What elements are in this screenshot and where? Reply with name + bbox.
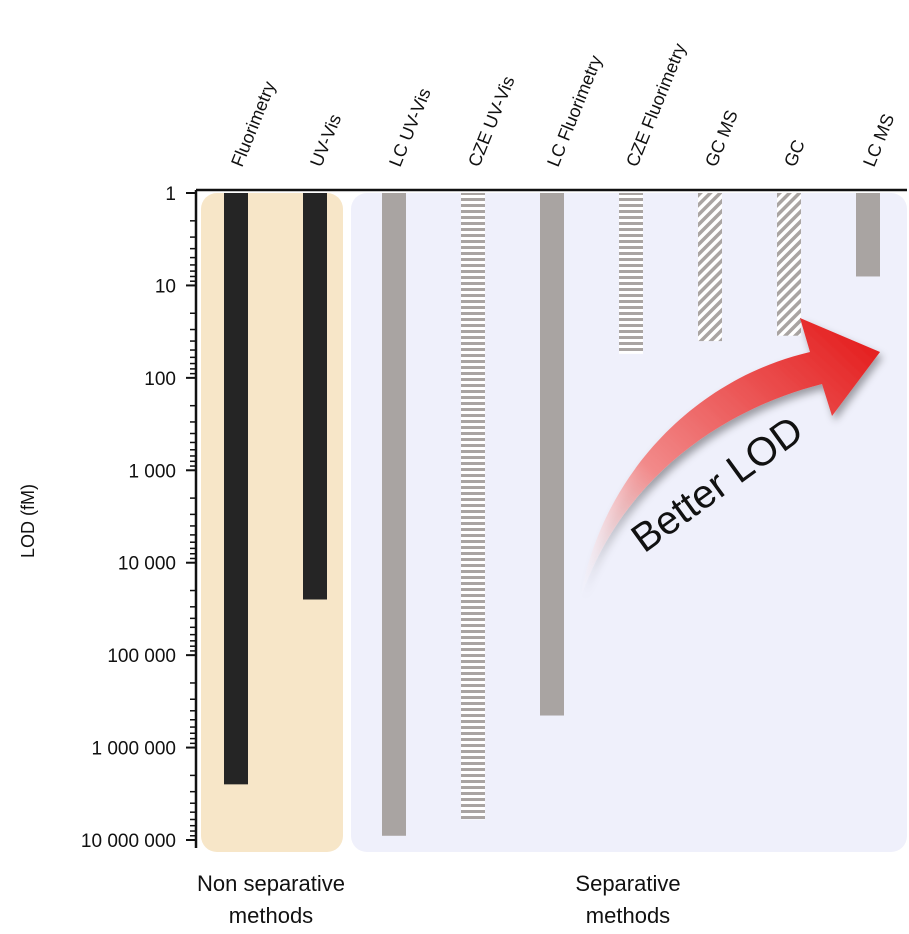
y-tick-label: 10 000 000 xyxy=(81,831,176,852)
y-tick-label: 1 000 000 xyxy=(91,739,176,760)
bar-cze-fluorimetry xyxy=(619,193,643,354)
bar-uv-vis xyxy=(303,193,327,600)
y-tick-label: 10 000 xyxy=(118,554,176,575)
arrow-shape xyxy=(580,318,880,600)
bar-cze-uv-vis xyxy=(461,193,485,820)
category-labels: Fluorimetry UV-Vis LC UV-Vis CZE UV-Vis LC F… xyxy=(227,41,898,170)
separative-panel xyxy=(351,193,907,852)
category-label-uv-vis: UV-Vis xyxy=(306,111,345,169)
category-label-gc: GC xyxy=(780,137,809,170)
group-label-separative-line2: methods xyxy=(586,903,670,928)
bar-gc xyxy=(777,193,801,336)
category-label-cze-uv-vis: CZE UV-Vis xyxy=(464,73,518,169)
category-label-lc-fluorimetry: LC Fluorimetry xyxy=(543,53,606,170)
better-lod-arrow xyxy=(580,318,880,600)
y-tick-label: 10 xyxy=(155,276,176,297)
category-label-lc-ms: LC MS xyxy=(859,111,898,170)
y-tick-label: 100 000 xyxy=(107,646,176,667)
bar-fluorimetry xyxy=(224,193,248,785)
y-tick-label: 1 000 xyxy=(128,461,176,482)
group-label-separative-line1: Separative xyxy=(575,871,680,896)
y-axis-label: LOD (fM) xyxy=(18,484,38,558)
bar-gc-ms xyxy=(698,193,722,342)
y-tick-label: 100 xyxy=(144,369,176,390)
bars xyxy=(224,193,880,836)
category-label-gc-ms: GC MS xyxy=(701,107,742,169)
y-tick-label: 1 xyxy=(165,184,176,205)
category-label-cze-fluorimetry: CZE Fluorimetry xyxy=(622,41,690,170)
bar-lc-ms xyxy=(856,193,880,277)
category-label-lc-uv-vis: LC UV-Vis xyxy=(385,85,435,169)
y-ticks: 1 10 100 1 000 10 000 100 000 1 000 000 10 000 … xyxy=(81,184,196,852)
bar-lc-uv-vis xyxy=(382,193,406,836)
bar-lc-fluorimetry xyxy=(540,193,564,716)
group-label-non-separative-line2: methods xyxy=(229,903,313,928)
category-label-fluorimetry: Fluorimetry xyxy=(227,79,279,170)
group-label-non-separative-line1: Non separative xyxy=(197,871,345,896)
